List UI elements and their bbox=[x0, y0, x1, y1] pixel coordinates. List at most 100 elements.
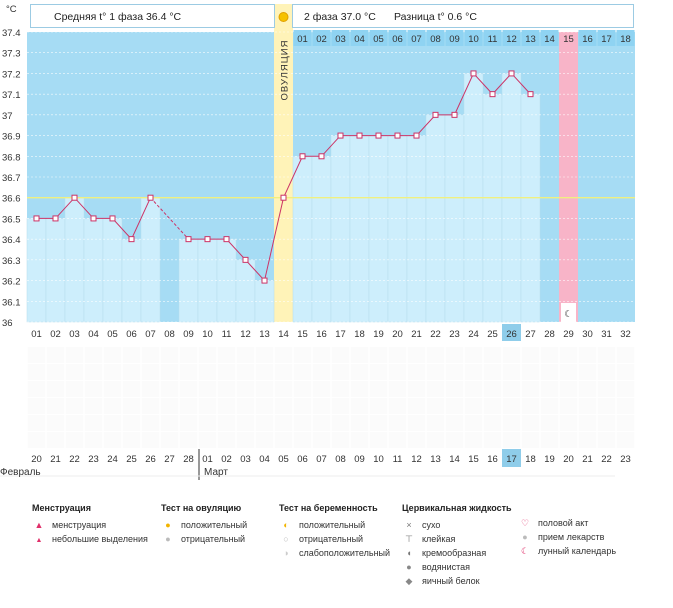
legend-item: ◖ кремообразная bbox=[402, 546, 512, 560]
temperature-point bbox=[470, 70, 477, 77]
legend-menstruation: Менструация ▲ менструация ▲ небольшие выде… bbox=[32, 503, 148, 546]
phase2-day-cell bbox=[540, 30, 559, 46]
temperature-point bbox=[489, 91, 496, 98]
cycle-day-label: 26 bbox=[506, 329, 517, 340]
y-tick-label: 36.4 bbox=[2, 235, 21, 246]
legend-label: кремообразная bbox=[422, 548, 487, 558]
legend-label: половой акт bbox=[538, 518, 589, 528]
legend-pregnancy-test: Тест на беременность ◐ положительный ○ отр… bbox=[279, 503, 390, 560]
sun-icon: ● bbox=[165, 520, 171, 530]
cycle-day-label: 25 bbox=[487, 329, 498, 340]
cycle-day-label: 23 bbox=[449, 329, 460, 340]
legend-label: клейкая bbox=[422, 534, 456, 544]
temperature-point bbox=[375, 132, 382, 139]
weak-test-icon: ◑ bbox=[283, 548, 289, 558]
y-tick-label: 36.7 bbox=[2, 173, 21, 184]
phase2-day-label: 06 bbox=[392, 34, 403, 45]
phase2-day-cell bbox=[350, 30, 369, 46]
phase2-day-label: 03 bbox=[335, 34, 346, 45]
date-label: 07 bbox=[316, 454, 327, 465]
temperature-point bbox=[33, 215, 40, 222]
date-label: 14 bbox=[449, 454, 460, 465]
temperature-point bbox=[90, 215, 97, 222]
phase1-header-box bbox=[30, 4, 275, 28]
y-tick-label: 36.6 bbox=[2, 194, 21, 205]
temp-bar bbox=[102, 218, 123, 323]
legend-label: водянистая bbox=[422, 562, 471, 572]
phase2-day-label: 11 bbox=[488, 34, 498, 45]
today-date-cell bbox=[502, 449, 521, 467]
date-label: 15 bbox=[468, 454, 479, 465]
cycle-day-label: 21 bbox=[411, 329, 422, 340]
phase2-day-label: 14 bbox=[544, 34, 555, 45]
temperature-point bbox=[71, 194, 78, 201]
y-tick-label: 36.3 bbox=[2, 256, 21, 267]
date-label: 04 bbox=[259, 454, 270, 465]
phase2-day-cell bbox=[521, 30, 540, 46]
date-label: 26 bbox=[145, 454, 156, 465]
cycle-day-label: 14 bbox=[278, 329, 289, 340]
legend-label: отрицательный bbox=[181, 534, 246, 544]
legend-item: × сухо bbox=[402, 518, 512, 532]
legend-other: ♡ половой акт ● прием лекарств ☾ лунный кал… bbox=[518, 516, 616, 558]
phase2-day-cell bbox=[616, 30, 635, 46]
moon-icon: ☾ bbox=[564, 309, 573, 320]
date-label: 24 bbox=[107, 454, 118, 465]
phase2-day-cell bbox=[502, 30, 521, 46]
date-label: 03 bbox=[240, 454, 251, 465]
y-tick-label: 37 bbox=[2, 111, 13, 122]
legend-item: ● прием лекарств bbox=[518, 530, 616, 544]
cycle-day-label: 20 bbox=[392, 329, 403, 340]
cycle-day-label: 17 bbox=[335, 329, 346, 340]
gray-circle-icon: ● bbox=[165, 534, 171, 544]
difference-summary: Разница t° 0.6 °С bbox=[394, 11, 477, 23]
temperature-point bbox=[280, 194, 287, 201]
temperature-point bbox=[128, 236, 135, 243]
temp-bar bbox=[520, 93, 541, 323]
watery-icon: ● bbox=[406, 562, 412, 572]
phase2-day-label: 08 bbox=[430, 34, 441, 45]
cycle-day-label: 09 bbox=[183, 329, 194, 340]
phase2-day-label: 13 bbox=[525, 34, 536, 45]
phase2-day-cell bbox=[407, 30, 426, 46]
date-label: 28 bbox=[183, 454, 194, 465]
cycle-day-label: 01 bbox=[31, 329, 42, 340]
cycle-day-label: 32 bbox=[620, 329, 631, 340]
date-label: 18 bbox=[525, 454, 536, 465]
date-label: 23 bbox=[620, 454, 631, 465]
date-label: 16 bbox=[487, 454, 498, 465]
heart-icon: ♡ bbox=[520, 518, 530, 528]
temperature-point bbox=[299, 153, 306, 160]
phase1-summary: Средняя t° 1 фаза 36.4 °С bbox=[54, 11, 182, 23]
cycle-day-label: 16 bbox=[316, 329, 327, 340]
cycle-day-label: 08 bbox=[164, 329, 175, 340]
temperature-point bbox=[432, 111, 439, 118]
y-tick-label: 36.5 bbox=[2, 214, 21, 225]
ovulation-sun-icon bbox=[278, 12, 289, 22]
phase2-day-cell bbox=[388, 30, 407, 46]
phase2-summary: 2 фаза 37.0 °С bbox=[304, 11, 376, 23]
cycle-day-label: 13 bbox=[259, 329, 270, 340]
legend-title: Тест на беременность bbox=[279, 503, 378, 513]
phase2-day-cell bbox=[578, 30, 597, 46]
legend-label: прием лекарств bbox=[538, 532, 605, 542]
date-label: 22 bbox=[601, 454, 612, 465]
legend-item: ⊤ клейкая bbox=[402, 532, 512, 546]
legend-item: ◐ положительный bbox=[279, 518, 390, 532]
date-label: 25 bbox=[126, 454, 137, 465]
legend-label: лунный календарь bbox=[538, 546, 617, 556]
y-tick-label: 36.8 bbox=[2, 152, 21, 163]
y-tick-label: 37.1 bbox=[2, 90, 21, 101]
phase2-day-label: 10 bbox=[468, 34, 479, 45]
date-label: 11 bbox=[393, 454, 403, 465]
temp-bar bbox=[349, 135, 370, 323]
temperature-point bbox=[451, 111, 458, 118]
phase2-day-label: 16 bbox=[582, 34, 593, 45]
temperature-point bbox=[318, 153, 325, 160]
legend-item: ♡ половой акт bbox=[518, 516, 616, 530]
phase2-day-label: 17 bbox=[601, 34, 612, 45]
temp-bar bbox=[45, 218, 66, 323]
ovulation-label: ОВУЛЯЦИЯ bbox=[280, 40, 291, 101]
temp-bar bbox=[26, 218, 47, 323]
date-label: 19 bbox=[544, 454, 555, 465]
